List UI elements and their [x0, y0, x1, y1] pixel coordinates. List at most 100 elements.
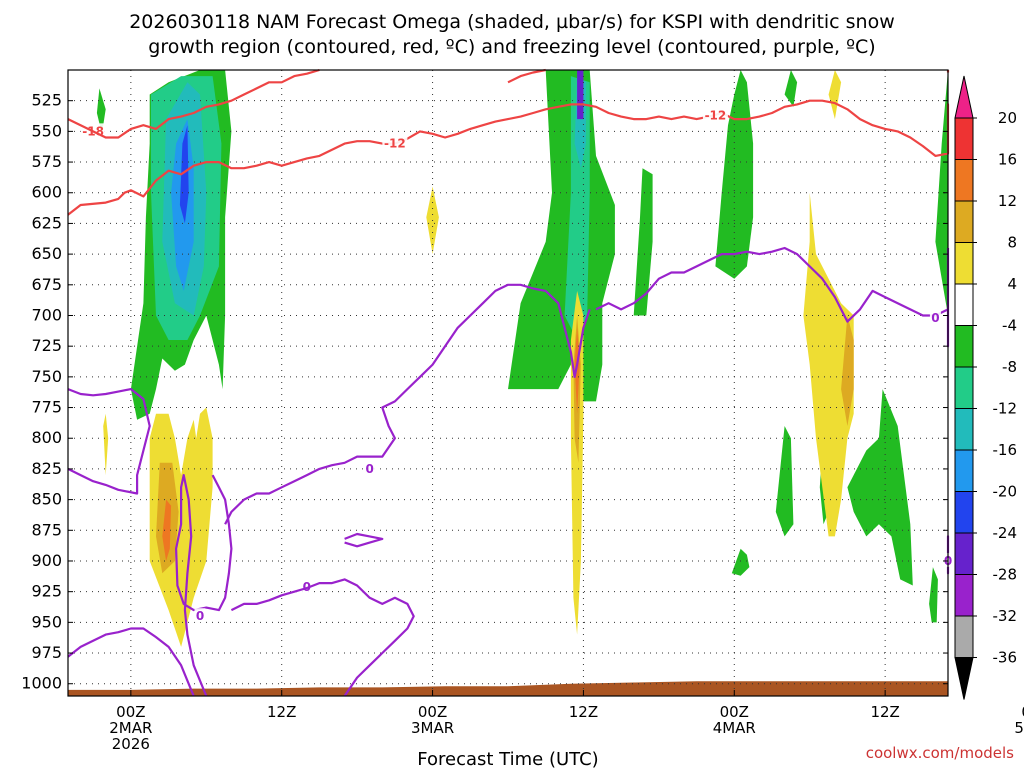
x-tick-label-48-0: 00Z: [720, 703, 749, 721]
colorbar-box-6: [954, 366, 974, 409]
colorbar-label-0: 20: [998, 109, 1017, 127]
red-contour-label-1: -12: [384, 137, 406, 151]
credit-link[interactable]: coolwx.com/models: [866, 744, 1014, 762]
x-tick-label-0-1: 2MAR: [109, 719, 152, 737]
colorbar-label-11: -28: [993, 566, 1018, 584]
purple-contour-label-6: 0: [931, 311, 939, 325]
omega-region-29: [803, 192, 854, 537]
purple-contour-line-2: [175, 474, 233, 697]
y-tick-label-925: 925: [31, 582, 62, 601]
omega-region-31: [828, 70, 842, 120]
red-contour-line-2: [507, 68, 546, 84]
x-tick-label-24-1: 3MAR: [411, 719, 454, 737]
chart-title-line-2: growth region (contoured, red, ºC) and f…: [148, 36, 875, 58]
y-tick-label-625: 625: [31, 213, 62, 232]
colorbar-box-0: [954, 117, 974, 160]
colorbar-box-11: [954, 574, 974, 617]
x-tick-label-72-1: 5MAR: [1014, 719, 1024, 737]
omega-region-17: [775, 426, 794, 537]
x-tick-label-36-0: 12Z: [569, 703, 598, 721]
omega-region-23: [162, 499, 172, 561]
x-tick-label-60-0: 12Z: [870, 703, 899, 721]
x-axis-time-ticks: 00Z2MAR202612Z00Z3MAR12Z00Z4MAR12Z00Z5MA…: [109, 690, 1024, 753]
purple-contour-label-bg-6: [929, 309, 941, 324]
x-tick-label-12-0: 12Z: [267, 703, 296, 721]
red-contour-line-1: [67, 68, 320, 139]
x-axis-label: Forecast Time (UTC): [417, 749, 598, 768]
terrain-fill: [68, 681, 948, 696]
plot-frame: [67, 69, 949, 697]
y-tick-label-950: 950: [31, 612, 62, 631]
colorbar-label-10: -24: [993, 524, 1018, 542]
omega-region-5: [179, 125, 189, 224]
colorbar-box-9: [954, 491, 974, 534]
y-tick-label-900: 900: [31, 551, 62, 570]
y-tick-label-650: 650: [31, 244, 62, 263]
y-tick-label-775: 775: [31, 398, 62, 417]
chart-title-line-1: 2026030118 NAM Forecast Omega (shaded, µ…: [129, 11, 895, 33]
colorbar-label-5: -4: [1002, 317, 1017, 335]
y-tick-label-875: 875: [31, 520, 62, 539]
omega-region-9: [577, 70, 584, 120]
omega-region-27: [574, 327, 580, 414]
purple-contour-label-bg-3: [301, 578, 313, 593]
red-contour-label-bg-2: [702, 107, 728, 122]
omega-shading-layer: [96, 70, 948, 647]
colorbar-box-4: [954, 283, 974, 326]
colorbar-box-3: [954, 242, 974, 285]
purple-contour-line-0: [67, 388, 151, 495]
x-tick-label-24-0: 00Z: [418, 703, 447, 721]
y-tick-label-675: 675: [31, 275, 62, 294]
colorbar-box-12: [954, 615, 974, 658]
omega-region-10: [633, 168, 653, 316]
colorbar-box-2: [954, 200, 974, 243]
omega-region-16: [847, 389, 913, 586]
colorbar-box-7: [954, 408, 974, 451]
y-tick-label-575: 575: [31, 152, 62, 171]
colorbar: 20 16 12 8 4 -4 -8 -12 -16 -20 -24 -28 -32 -36: [954, 75, 1018, 700]
red-contour-line-0: [67, 99, 950, 216]
omega-region-20: [929, 567, 938, 623]
purple-contour-line-1: [67, 627, 195, 697]
terrain-layer: [68, 681, 948, 696]
x-tick-label-48-1: 4MAR: [713, 719, 756, 737]
colorbar-label-7: -12: [993, 400, 1018, 418]
dendritic-growth-contours: -18-12-12: [67, 68, 950, 216]
colorbar-label-6: -8: [1002, 358, 1017, 376]
red-contour-label-2: -12: [705, 108, 727, 122]
purple-contour-label-3: 0: [303, 580, 311, 594]
omega-region-0: [96, 88, 106, 134]
purple-contour-line-4: [230, 578, 415, 697]
red-contour-label-bg-1: [382, 135, 408, 150]
colorbar-box-5: [954, 325, 974, 368]
purple-contour-line-5: [344, 532, 384, 548]
y-tick-label-725: 725: [31, 336, 62, 355]
colorbar-bottom-arrow: [954, 657, 974, 700]
purple-contour-label-bg-2: [194, 608, 206, 623]
omega-region-24: [103, 413, 109, 476]
y-tick-label-600: 600: [31, 183, 62, 202]
y-tick-label-750: 750: [31, 367, 62, 386]
omega-region-13: [935, 70, 948, 414]
x-tick-label-0-0: 00Z: [116, 703, 145, 721]
colorbar-box-10: [954, 532, 974, 575]
purple-contour-label-0: 0: [366, 462, 374, 476]
colorbar-box-1: [954, 159, 974, 202]
purple-contour-label-bg-0: [364, 460, 376, 475]
y-tick-label-800: 800: [31, 428, 62, 447]
y-tick-label-525: 525: [31, 91, 62, 110]
colorbar-top-arrow: [954, 75, 974, 119]
y-tick-label-825: 825: [31, 459, 62, 478]
colorbar-label-3: 8: [1007, 234, 1017, 252]
colorbar-label-8: -16: [993, 441, 1018, 459]
omega-region-11: [715, 70, 754, 279]
colorbar-label-2: 12: [998, 192, 1017, 210]
colorbar-label-4: 4: [1007, 275, 1017, 293]
colorbar-box-8: [954, 449, 974, 492]
y-tick-label-550: 550: [31, 121, 62, 140]
colorbar-label-9: -20: [993, 483, 1018, 501]
y-tick-label-700: 700: [31, 305, 62, 324]
x-tick-label-72-0: 00Z: [1021, 703, 1024, 721]
